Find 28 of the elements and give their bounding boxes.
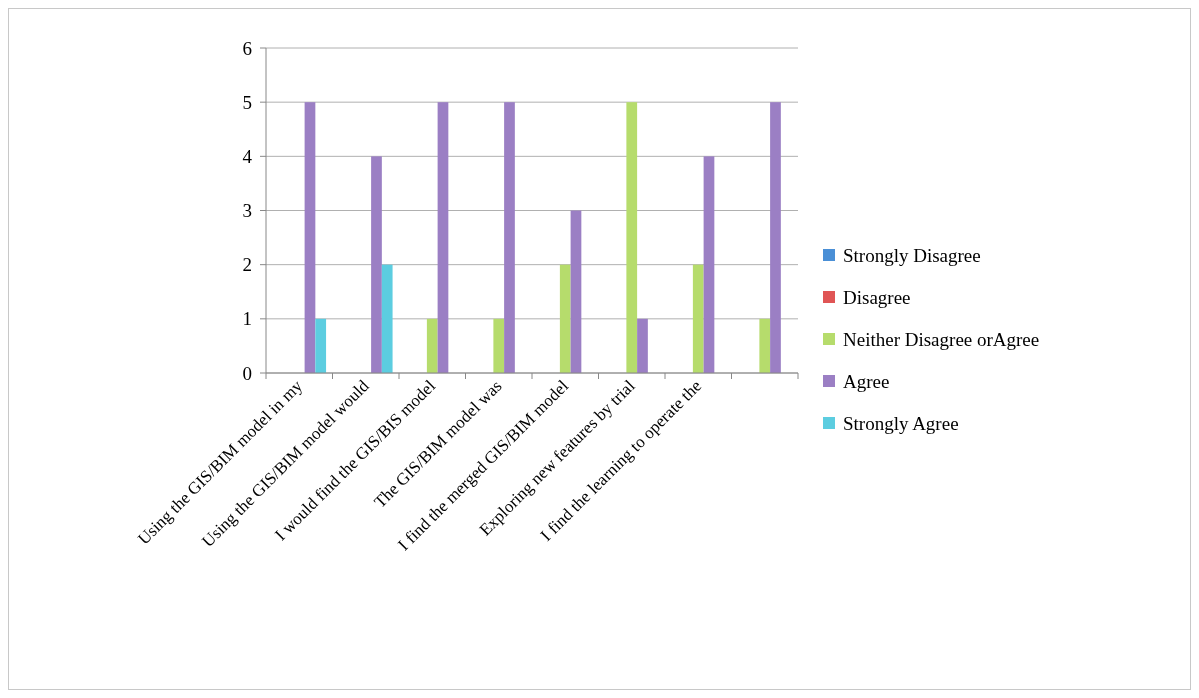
bar [626,102,638,373]
legend-label: Strongly Agree [843,412,959,434]
bar [770,102,781,373]
bar [315,318,327,373]
bar [570,210,582,373]
bar [426,318,438,373]
y-tick-label: 2 [242,254,252,276]
y-tick-label: 1 [242,308,252,330]
bar [692,264,704,373]
bar [637,318,648,373]
bar [437,102,449,373]
legend-label: Strongly Disagree [843,244,981,266]
legend-label: Neither Disagree orAgree [843,328,1040,350]
bar [371,156,382,373]
bar [304,102,316,373]
legend-label: Agree [843,370,890,392]
bar [504,102,515,373]
bar [493,318,505,373]
bar [381,264,393,373]
bar [559,264,571,373]
y-tick-label: 4 [242,145,253,167]
y-tick-label: 3 [242,200,252,222]
y-tick-label: 0 [242,362,252,384]
legend-label: Disagree [843,286,911,308]
y-tick-label: 5 [242,91,252,113]
bar [759,318,771,373]
y-tick-label: 6 [242,37,252,59]
bar [703,156,715,373]
